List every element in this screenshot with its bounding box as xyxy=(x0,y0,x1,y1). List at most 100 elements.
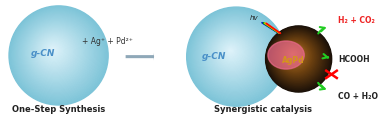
Ellipse shape xyxy=(276,37,316,77)
Ellipse shape xyxy=(213,33,253,73)
Ellipse shape xyxy=(45,42,63,59)
Ellipse shape xyxy=(224,45,238,58)
Ellipse shape xyxy=(12,9,104,101)
Ellipse shape xyxy=(202,23,266,86)
Ellipse shape xyxy=(189,10,282,103)
Ellipse shape xyxy=(291,52,295,57)
Ellipse shape xyxy=(48,45,58,55)
Ellipse shape xyxy=(41,38,67,64)
Ellipse shape xyxy=(269,29,327,88)
Ellipse shape xyxy=(198,18,271,92)
Ellipse shape xyxy=(187,8,285,105)
Ellipse shape xyxy=(52,49,54,51)
Ellipse shape xyxy=(277,38,315,76)
Ellipse shape xyxy=(268,41,304,69)
Ellipse shape xyxy=(190,11,281,102)
Ellipse shape xyxy=(12,8,105,102)
Ellipse shape xyxy=(21,18,93,89)
Ellipse shape xyxy=(22,19,91,88)
Ellipse shape xyxy=(220,40,244,64)
Ellipse shape xyxy=(268,28,328,89)
Ellipse shape xyxy=(25,22,88,85)
Ellipse shape xyxy=(24,21,89,86)
Ellipse shape xyxy=(276,36,318,78)
Ellipse shape xyxy=(11,8,106,103)
Ellipse shape xyxy=(225,45,237,57)
Ellipse shape xyxy=(209,30,257,77)
Ellipse shape xyxy=(271,32,324,84)
Ellipse shape xyxy=(197,18,273,93)
Ellipse shape xyxy=(290,52,296,57)
Ellipse shape xyxy=(280,40,311,72)
Text: CO + H₂O: CO + H₂O xyxy=(338,92,378,101)
Ellipse shape xyxy=(279,40,312,73)
Ellipse shape xyxy=(195,16,275,95)
Ellipse shape xyxy=(37,34,73,70)
Ellipse shape xyxy=(281,42,309,70)
Ellipse shape xyxy=(217,38,247,67)
Ellipse shape xyxy=(289,50,298,59)
Ellipse shape xyxy=(19,15,96,93)
Ellipse shape xyxy=(229,49,232,53)
Ellipse shape xyxy=(271,32,323,84)
Ellipse shape xyxy=(35,32,75,72)
Ellipse shape xyxy=(266,27,330,91)
Ellipse shape xyxy=(195,15,276,96)
Ellipse shape xyxy=(280,41,311,72)
Ellipse shape xyxy=(285,47,303,64)
Ellipse shape xyxy=(271,31,324,85)
Ellipse shape xyxy=(270,31,325,86)
Ellipse shape xyxy=(44,41,64,61)
Ellipse shape xyxy=(43,40,65,62)
Ellipse shape xyxy=(281,42,310,71)
Ellipse shape xyxy=(26,23,86,83)
Ellipse shape xyxy=(189,9,284,104)
Ellipse shape xyxy=(279,40,313,74)
Ellipse shape xyxy=(219,39,245,65)
Ellipse shape xyxy=(31,28,81,77)
Ellipse shape xyxy=(229,50,231,52)
Ellipse shape xyxy=(291,53,294,56)
Ellipse shape xyxy=(28,25,84,81)
Ellipse shape xyxy=(215,35,250,71)
Ellipse shape xyxy=(23,20,90,87)
Ellipse shape xyxy=(38,35,71,68)
Ellipse shape xyxy=(196,17,274,94)
Ellipse shape xyxy=(210,31,256,76)
Ellipse shape xyxy=(40,37,68,65)
Ellipse shape xyxy=(10,7,107,104)
Ellipse shape xyxy=(20,17,94,91)
Ellipse shape xyxy=(268,29,328,88)
Ellipse shape xyxy=(46,42,62,58)
Text: HCOOH: HCOOH xyxy=(338,55,370,63)
Text: g-CN: g-CN xyxy=(31,49,56,58)
Ellipse shape xyxy=(201,22,267,87)
Ellipse shape xyxy=(209,29,258,78)
Ellipse shape xyxy=(272,33,322,83)
Ellipse shape xyxy=(288,49,299,60)
Ellipse shape xyxy=(278,39,314,75)
Ellipse shape xyxy=(274,34,320,81)
Ellipse shape xyxy=(290,51,297,59)
Ellipse shape xyxy=(270,30,326,86)
Ellipse shape xyxy=(284,45,306,67)
Ellipse shape xyxy=(226,46,236,56)
Ellipse shape xyxy=(223,44,239,60)
Text: One-Step Synthesis: One-Step Synthesis xyxy=(12,105,105,114)
Ellipse shape xyxy=(192,12,279,100)
Text: H₂ + CO₂: H₂ + CO₂ xyxy=(338,16,375,25)
Ellipse shape xyxy=(34,30,77,74)
Text: Synergistic catalysis: Synergistic catalysis xyxy=(214,105,312,114)
Ellipse shape xyxy=(267,27,330,90)
Ellipse shape xyxy=(40,36,69,66)
Ellipse shape xyxy=(216,37,248,68)
Ellipse shape xyxy=(46,43,60,57)
Ellipse shape xyxy=(282,43,308,69)
Ellipse shape xyxy=(199,19,270,91)
Ellipse shape xyxy=(273,33,321,82)
Ellipse shape xyxy=(16,13,99,96)
Ellipse shape xyxy=(227,47,235,55)
Ellipse shape xyxy=(207,27,260,81)
Ellipse shape xyxy=(287,48,301,62)
Ellipse shape xyxy=(193,13,278,98)
